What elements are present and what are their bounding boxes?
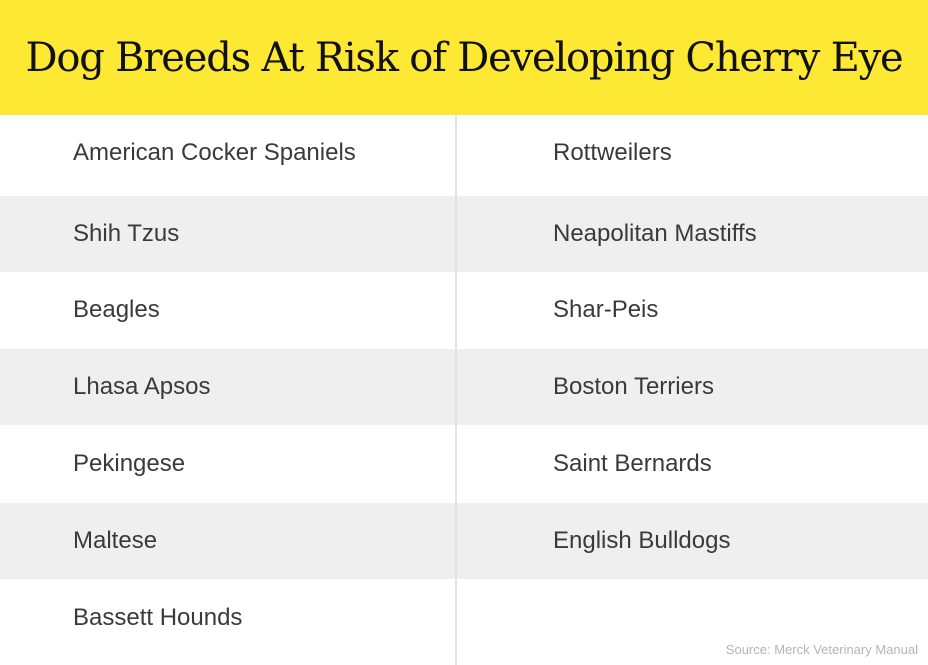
table-row: Shih Tzus Neapolitan Mastiffs: [0, 196, 928, 272]
breed-left: Lhasa Apsos: [73, 373, 211, 400]
source-credit: Source: Merck Veterinary Manual: [725, 642, 918, 657]
header-banner: Dog Breeds At Risk of Developing Cherry …: [0, 0, 928, 115]
table-row: Maltese English Bulldogs: [0, 503, 928, 579]
table-row: Lhasa Apsos Boston Terriers: [0, 349, 928, 425]
breed-left: Bassett Hounds: [73, 604, 243, 631]
breed-left: American Cocker Spaniels: [73, 139, 356, 166]
breed-right: Shar-Peis: [553, 296, 659, 323]
breed-right: Boston Terriers: [553, 373, 714, 400]
breed-left: Shih Tzus: [73, 220, 180, 247]
table-row: Bassett Hounds: [0, 580, 928, 656]
breed-left: Pekingese: [73, 450, 186, 477]
table-row: Pekingese Saint Bernards: [0, 426, 928, 502]
column-divider: [455, 115, 457, 665]
breed-right: Neapolitan Mastiffs: [553, 220, 757, 247]
breed-table: American Cocker Spaniels Rottweilers Shi…: [0, 115, 928, 665]
breed-right: English Bulldogs: [553, 527, 731, 554]
breed-left: Maltese: [73, 527, 158, 554]
page-title: Dog Breeds At Risk of Developing Cherry …: [25, 34, 904, 81]
breed-left: Beagles: [73, 296, 160, 323]
table-row: Beagles Shar-Peis: [0, 272, 928, 348]
table-row: American Cocker Spaniels Rottweilers: [0, 115, 928, 191]
breed-right: Rottweilers: [553, 139, 672, 166]
breed-right: Saint Bernards: [553, 450, 712, 477]
